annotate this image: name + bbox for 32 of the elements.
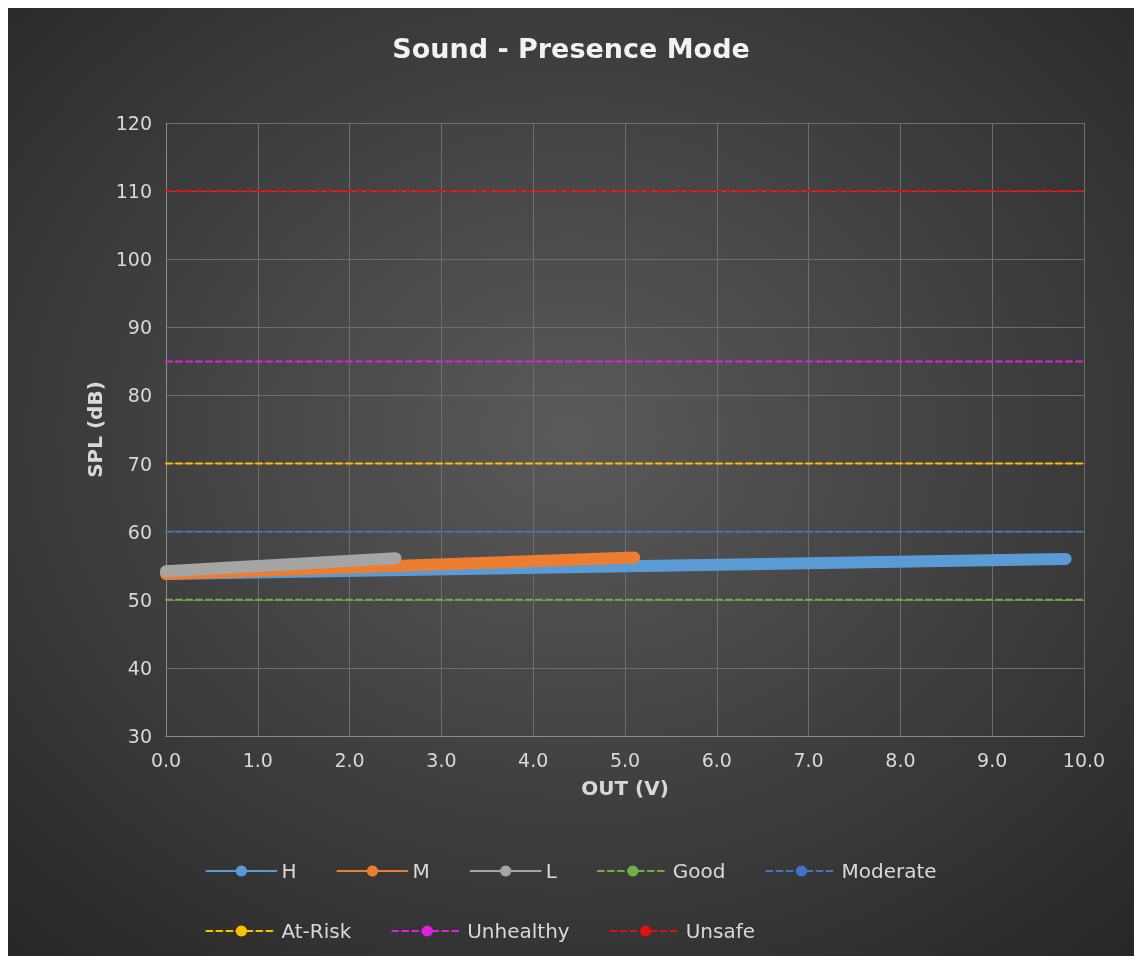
y-tick-label: 100 (115, 248, 152, 271)
legend-label: At-Risk (281, 919, 352, 943)
y-tick-label: 90 (127, 316, 152, 339)
x-tick-label: 0.0 (150, 748, 182, 771)
x-tick-label: 10.0 (1062, 748, 1106, 771)
y-tick-label: 80 (127, 384, 152, 407)
legend-label: Unsafe (685, 919, 756, 943)
x-tick-label: 3.0 (426, 748, 457, 771)
y-tick-label: 60 (127, 520, 152, 543)
chart-title: Sound - Presence Mode (392, 33, 750, 64)
y-tick-label: 30 (127, 725, 152, 747)
y-tick-label: 110 (115, 180, 152, 203)
x-tick-label: 5.0 (609, 748, 641, 771)
legend-label: L (545, 859, 558, 883)
legend-label: Good (672, 859, 726, 883)
legend-label: H (281, 859, 297, 883)
legend-label: Moderate (841, 859, 937, 883)
y-tick-label: 120 (115, 112, 152, 134)
x-tick-label: 9.0 (977, 748, 1008, 771)
legend-label: Unhealthy (467, 919, 570, 943)
x-tick-label: 2.0 (334, 748, 365, 771)
x-tick-label: 6.0 (701, 748, 732, 771)
x-tick-label: 4.0 (518, 748, 549, 771)
y-tick-label: 40 (127, 656, 152, 679)
legend-label: M (412, 859, 430, 883)
y-tick-label: 70 (127, 452, 152, 475)
y-axis-title: SPL (dB) (82, 381, 107, 478)
x-tick-label: 7.0 (793, 748, 824, 771)
x-tick-label: 8.0 (885, 748, 916, 771)
x-axis-title: OUT (V) (581, 776, 669, 800)
y-tick-label: 50 (127, 588, 152, 611)
x-tick-label: 1.0 (242, 748, 273, 771)
